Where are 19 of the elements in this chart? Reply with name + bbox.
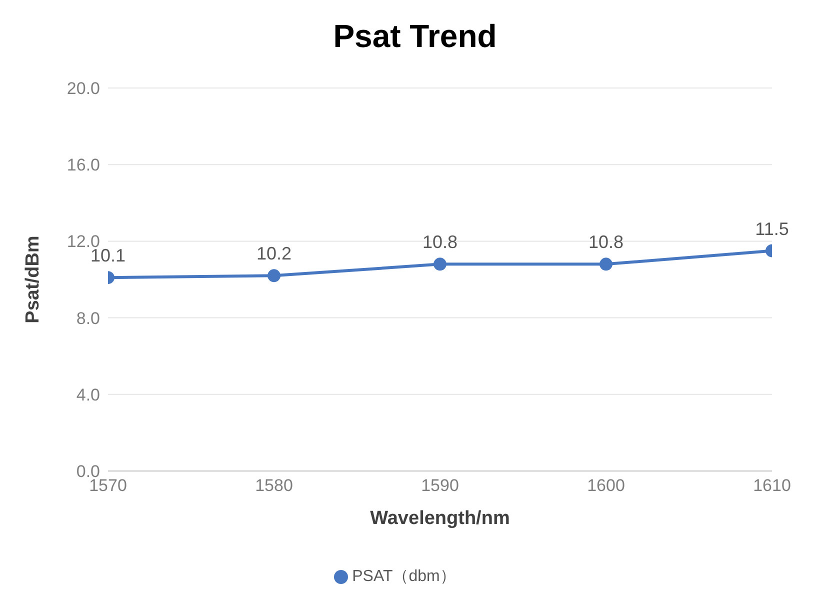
x-axis-title: Wavelength/nm bbox=[370, 508, 510, 529]
y-axis-title: Psat/dBm bbox=[22, 236, 44, 324]
data-label: 10.8 bbox=[422, 232, 458, 252]
point bbox=[434, 258, 446, 271]
data-label: 10.8 bbox=[588, 232, 624, 252]
y-tick-label: 8.0 bbox=[76, 308, 100, 328]
x-tick-label: 1600 bbox=[587, 476, 625, 496]
legend-label: PSAT（dbm） bbox=[352, 568, 456, 585]
x-tick-label: 1590 bbox=[421, 476, 459, 496]
x-tick-label: 1610 bbox=[753, 476, 791, 496]
x-tick-label: 1570 bbox=[89, 476, 127, 496]
data-label: 11.5 bbox=[755, 218, 789, 239]
y-tick-label: 16.0 bbox=[66, 156, 100, 175]
chart-title: Psat Trend bbox=[332, 17, 498, 56]
data-label: 10.1 bbox=[90, 246, 126, 266]
x-tick-label: 1580 bbox=[255, 476, 293, 496]
y-tick-label: 4.0 bbox=[76, 385, 100, 404]
y-tick-label: 20.0 bbox=[66, 79, 100, 98]
data-label: 10.2 bbox=[256, 244, 292, 264]
